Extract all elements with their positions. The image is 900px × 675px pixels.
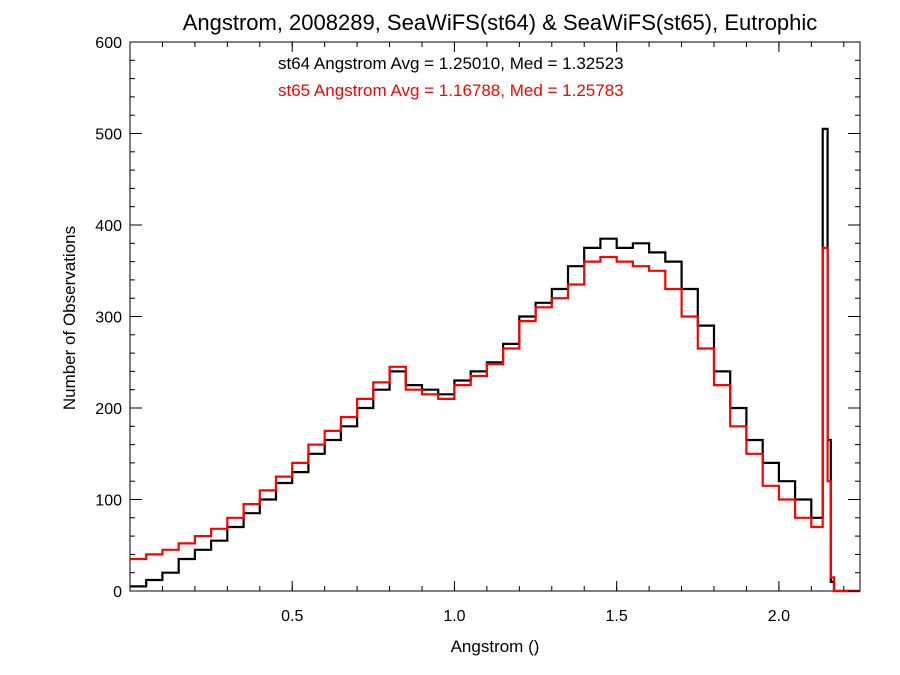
annotation-st65: st65 Angstrom Avg = 1.16788, Med = 1.257… — [278, 81, 624, 100]
x-tick-label: 2.0 — [768, 608, 790, 625]
y-tick-label: 0 — [113, 584, 122, 601]
y-axis-label: Number of Observations — [60, 226, 79, 410]
series-line-1 — [130, 246, 860, 593]
annotation-st64: st64 Angstrom Avg = 1.25010, Med = 1.325… — [278, 54, 624, 73]
x-tick-label: 1.5 — [606, 608, 628, 625]
y-tick-label: 100 — [95, 493, 122, 510]
y-tick-label: 500 — [95, 127, 122, 144]
y-tick-label: 200 — [95, 401, 122, 418]
chart-title: Angstrom, 2008289, SeaWiFS(st64) & SeaWi… — [183, 10, 818, 35]
tick-layer: 0.5 1.0 1.5 2.0 0 100 200 300 400 500 600 — [95, 35, 860, 625]
x-tick-label: 0.5 — [281, 608, 303, 625]
y-tick-label: 600 — [95, 35, 122, 52]
series-line-0 — [130, 127, 860, 593]
x-tick-label: 1.0 — [443, 608, 465, 625]
series-layer — [130, 127, 860, 593]
y-tick-label: 300 — [95, 310, 122, 327]
x-axis-label: Angstrom () — [451, 637, 540, 656]
y-tick-label: 400 — [95, 218, 122, 235]
